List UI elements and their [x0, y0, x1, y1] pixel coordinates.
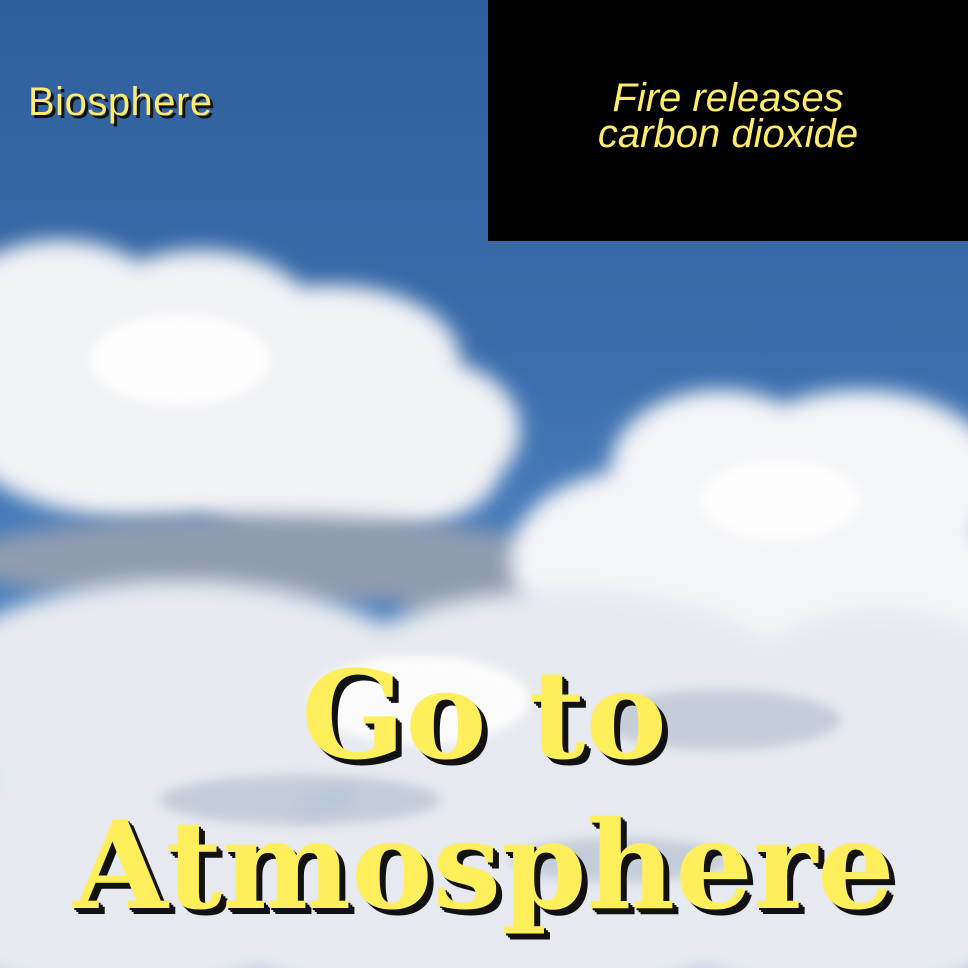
fact-box: Fire releases carbon dioxide [488, 0, 968, 241]
nav-button-line-1: Go to [301, 643, 667, 787]
go-to-atmosphere-button[interactable]: Go to Atmosphere [0, 640, 968, 960]
fact-line-2: carbon dioxide [597, 112, 859, 156]
nav-button-line-2: Atmosphere [73, 793, 895, 937]
biome-label: Biosphere [28, 80, 213, 124]
fact-line-1: Fire releases [612, 76, 844, 120]
